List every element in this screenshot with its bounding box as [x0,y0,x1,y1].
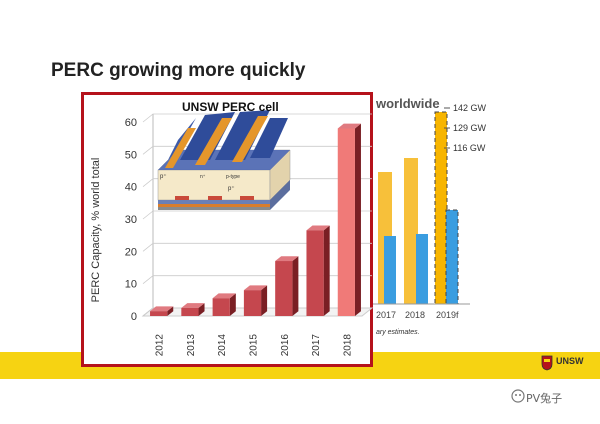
y-tick-label: 10 [125,279,137,291]
bg-x-tick-2017: 2017 [376,310,397,320]
grid-line [142,275,372,284]
x-tick-label: 2012 [155,334,166,357]
wechat-icon [511,389,525,403]
bar-2018 [337,128,355,316]
bar-top [150,306,174,312]
bar-top [275,256,299,262]
svg-text:p⁺: p⁺ [160,173,167,180]
grid-line [142,145,372,155]
grid-line [142,307,372,317]
slide-title: PERC growing more quickly [51,60,306,81]
svg-text:p⁺: p⁺ [228,185,235,192]
y-tick-label: 0 [131,311,137,323]
grid-line [142,242,372,252]
x-tick-label: 2018 [342,334,353,357]
bar-top [337,123,361,129]
bar-side [167,306,174,316]
x-tick-label: 2014 [217,334,228,357]
x-tick-label: 2016 [280,334,291,357]
bar-top [212,293,236,299]
bar-2016 [275,261,293,316]
bar-top [181,303,205,308]
y-axis-title-text: PERC Capacity, % world total [90,157,102,303]
x-tick-label: 2017 [311,334,322,357]
logo-text: UNSW [556,356,584,366]
bar-2012 [150,311,168,316]
x-tick-label: 2013 [186,334,197,357]
chart-bars [150,123,361,317]
bar-side [261,285,268,316]
perc-cell-illustration: p⁺ n⁺ p-type p⁺ [157,110,291,210]
bar-2013 [181,307,199,316]
bg-blue-bar-2017 [384,236,396,304]
bar-top [243,285,268,291]
background-chart [370,107,470,305]
y-tick-label: 20 [125,246,137,258]
bg-chart-note: ary estimates. [376,329,420,336]
chart-title: UNSW PERC cell [182,100,279,114]
y-tick-label: 50 [125,149,137,161]
svg-text:n⁺: n⁺ [200,174,206,180]
svg-text:p-type: p-type [226,174,240,180]
bar-2015 [243,290,262,316]
bar-side [198,303,205,316]
grid-line [142,210,372,220]
bg-orange-bar-2018 [404,158,418,304]
y-tick-label: 60 [125,117,137,129]
bg-blue-bar-2018 [416,234,428,304]
bar-2014 [212,298,230,316]
y-tick-label: 30 [125,214,137,226]
grid-line [142,178,372,187]
bg-x-tick-2018: 2018 [405,310,426,320]
bar-side [292,256,299,316]
bar-side [323,225,330,316]
bg-gw-label-2: 129 GW [453,123,487,133]
y-tick-label: 40 [125,182,137,194]
bg-gw-label-3: 116 GW [453,143,486,153]
unsw-crest-icon [541,355,553,371]
bar-top [306,225,330,231]
watermark-text: PV兔子 [526,392,563,405]
bar-side [229,293,236,316]
bg-x-tick-2019f: 2019f [436,310,459,320]
bg-gw-label-1: 142 GW [453,103,487,113]
bar-2017 [306,230,324,316]
bg-chart-heading: worldwide [376,96,440,111]
bar-side [354,123,361,317]
grid-line [142,113,372,123]
chart-ticks: 0 10 20 30 40 50 60 2012 2013 2014 2015 2016 2017 201… [125,117,354,356]
x-tick-label: 2015 [249,334,260,357]
